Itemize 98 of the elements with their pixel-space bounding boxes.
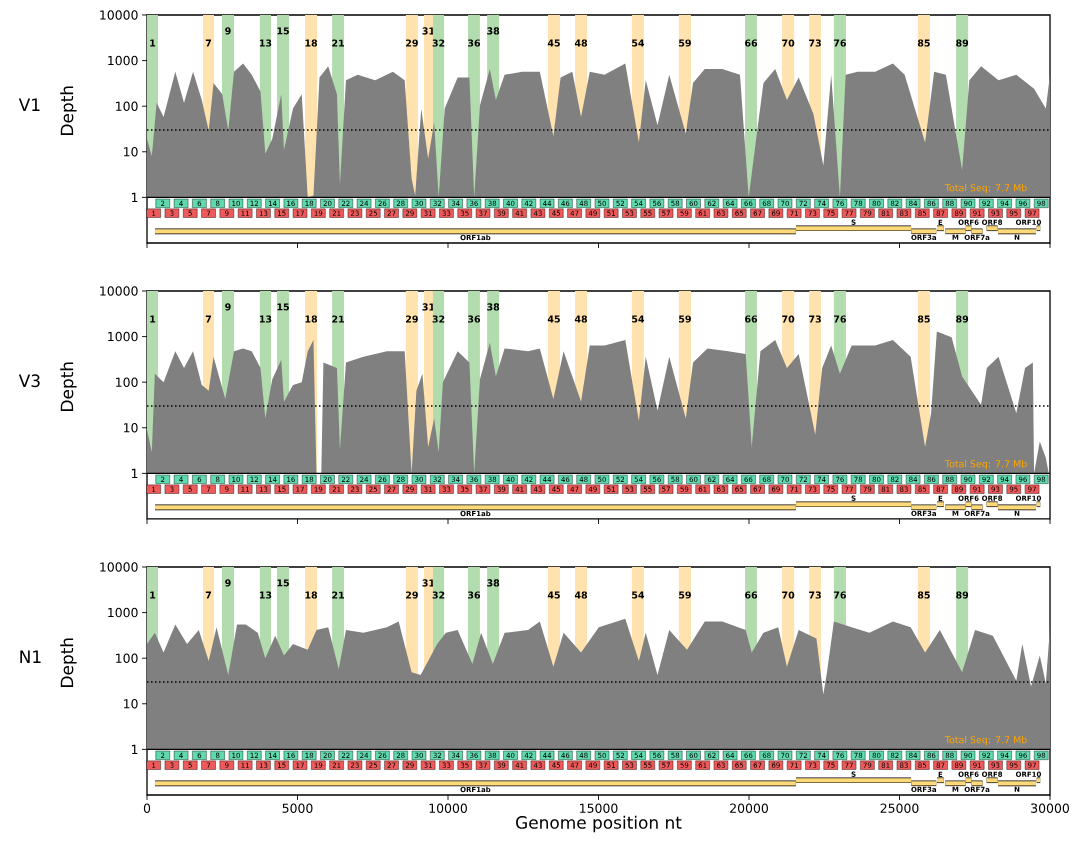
band-label: 1 <box>150 591 156 599</box>
band-label: 76 <box>833 315 846 323</box>
y-tick-label: 1000 <box>108 331 138 342</box>
x-axis-title: Genome position nt <box>516 815 682 833</box>
band-label: 1 <box>150 39 156 47</box>
band-label: 89 <box>956 591 969 599</box>
band-label: 7 <box>205 39 212 47</box>
band-label: 59 <box>679 39 691 47</box>
y-axis-title: Depth <box>60 362 77 411</box>
y-tick-label: 10 <box>124 147 138 157</box>
x-tick-label: 30000 <box>1031 803 1069 813</box>
text: V3 <box>18 374 40 388</box>
band-label: 21 <box>332 591 345 599</box>
y-axis-title: Depth <box>60 86 77 135</box>
band-label: 9 <box>225 303 231 311</box>
band-label: 9 <box>225 579 231 587</box>
y-tick-label: 10000 <box>100 562 138 572</box>
y-tick-label: 1000 <box>108 607 138 618</box>
band-label: 29 <box>406 315 418 323</box>
band-label: 31 <box>422 27 435 35</box>
x-tick-label: 15000 <box>580 803 618 813</box>
x-tick-label: 20000 <box>730 803 768 813</box>
annotation: Total Seq: 7.7 Mb <box>944 460 1027 470</box>
band-label: 13 <box>259 591 272 599</box>
band-label: 36 <box>468 39 481 47</box>
band-label: 70 <box>782 591 795 599</box>
band-label: 54 <box>632 315 645 323</box>
band-label: 45 <box>547 315 560 323</box>
y-tick-label: 1 <box>131 744 138 754</box>
band-label: 13 <box>259 315 272 323</box>
band-label: 45 <box>547 591 560 599</box>
band-label: 36 <box>468 315 481 323</box>
band-label: 59 <box>679 315 691 323</box>
band-label: 54 <box>632 591 645 599</box>
band-label: 48 <box>574 39 588 47</box>
y-tick-label: 1 <box>131 192 138 202</box>
band-label: 66 <box>745 315 758 323</box>
band-label: 18 <box>305 315 318 323</box>
band-label: 89 <box>956 39 969 47</box>
y-tick-label: 100 <box>116 101 138 111</box>
text: N1 <box>20 650 41 663</box>
band-label: 38 <box>487 303 500 311</box>
x-tick-label: 10000 <box>429 803 467 813</box>
annotation: Total Seq: 7.7 Mb <box>944 736 1027 746</box>
y-tick-label: 10000 <box>100 286 138 296</box>
band-label: 7 <box>205 315 212 323</box>
band-label: 15 <box>277 579 289 587</box>
band-label: 15 <box>277 303 289 311</box>
y-axis-title: Depth <box>60 638 77 687</box>
y-tick-label: 1 <box>131 468 138 478</box>
band-label: 18 <box>305 591 318 599</box>
y-tick-label: 1000 <box>108 55 138 66</box>
band-label: 73 <box>809 591 821 599</box>
band-label: 59 <box>679 591 691 599</box>
band-label: 38 <box>487 27 500 35</box>
band-label: 18 <box>305 39 318 47</box>
x-tick-label: 0 <box>143 803 151 813</box>
band-label: 32 <box>432 39 445 47</box>
y-tick-label: 10000 <box>100 10 138 20</box>
band-label: 36 <box>468 591 481 599</box>
band-label: 85 <box>917 315 930 323</box>
band-label: 7 <box>205 591 212 599</box>
band-label: 32 <box>432 591 445 599</box>
band-label: 73 <box>809 315 821 323</box>
band-label: 45 <box>547 39 560 47</box>
band-label: 70 <box>782 315 795 323</box>
band-label: 85 <box>917 591 930 599</box>
annotation: Total Seq: 7.7 Mb <box>944 184 1027 194</box>
band-label: 31 <box>422 303 435 311</box>
y-tick-label: 10 <box>124 699 138 709</box>
band-label: 48 <box>574 591 588 599</box>
y-tick-label: 10 <box>124 423 138 433</box>
band-label: 66 <box>745 591 758 599</box>
band-label: 29 <box>406 39 418 47</box>
band-label: 76 <box>833 39 846 47</box>
band-label: 32 <box>432 315 445 323</box>
band-label: 70 <box>782 39 795 47</box>
y-tick-label: 100 <box>116 653 138 663</box>
band-label: 48 <box>574 315 588 323</box>
x-tick-label: 5000 <box>282 803 313 813</box>
band-label: 85 <box>917 39 930 47</box>
band-label: 38 <box>487 579 500 587</box>
band-label: 13 <box>259 39 272 47</box>
band-label: 21 <box>332 315 345 323</box>
band-label: 9 <box>225 27 231 35</box>
band-label: 76 <box>833 591 846 599</box>
band-label: 21 <box>332 39 345 47</box>
band-label: 29 <box>406 591 418 599</box>
band-label: 89 <box>956 315 969 323</box>
band-label: 15 <box>277 27 289 35</box>
band-label: 1 <box>150 315 156 323</box>
band-label: 73 <box>809 39 821 47</box>
text: V1 <box>18 98 40 111</box>
y-tick-label: 100 <box>116 377 138 387</box>
band-label: 31 <box>422 579 435 587</box>
band-label: 54 <box>632 39 645 47</box>
band-label: 66 <box>745 39 758 47</box>
x-tick-label: 25000 <box>880 803 919 813</box>
